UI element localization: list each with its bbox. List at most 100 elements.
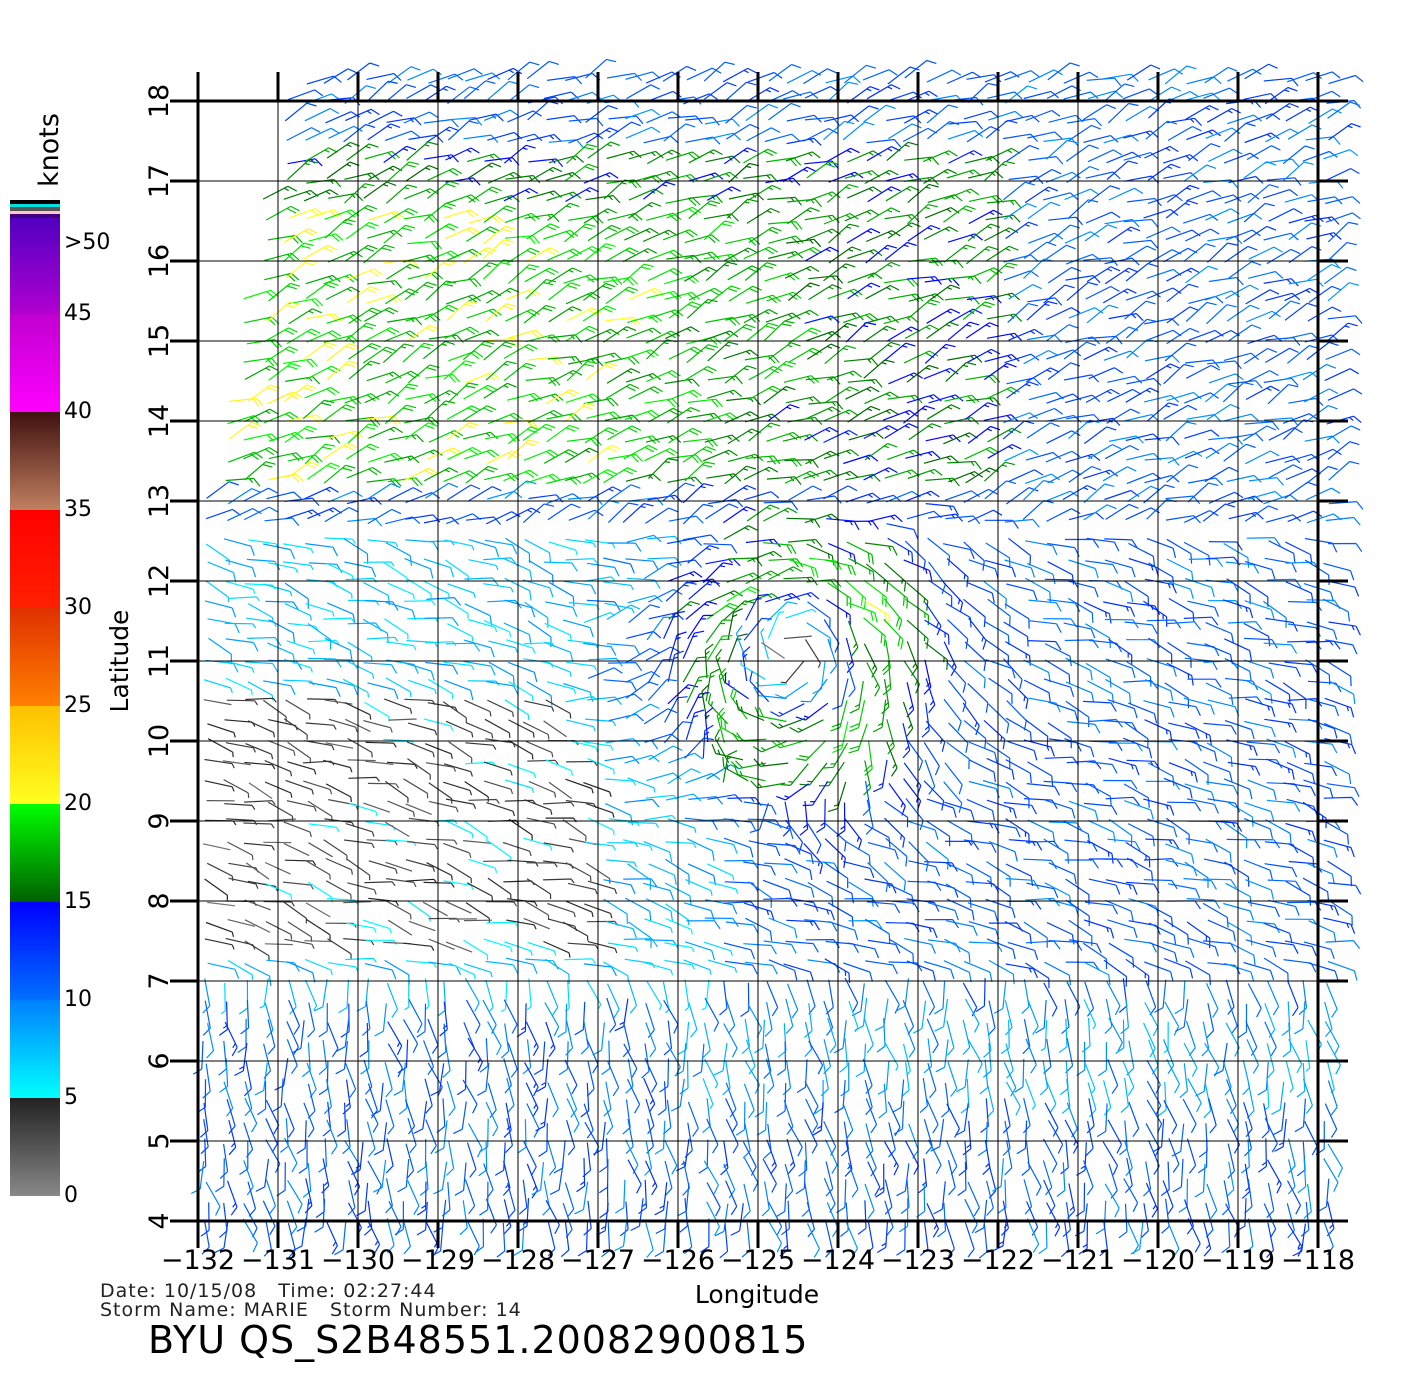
wind-barb bbox=[1084, 919, 1115, 939]
wind-barb bbox=[806, 979, 816, 1015]
wind-barb bbox=[423, 718, 454, 731]
wind-barb bbox=[1106, 160, 1138, 180]
wind-barb bbox=[1225, 1022, 1240, 1057]
wind-barb bbox=[323, 759, 353, 773]
wind-barb bbox=[686, 67, 722, 81]
wind-barb bbox=[326, 602, 356, 624]
wind-barb bbox=[763, 507, 798, 522]
wind-barb bbox=[924, 207, 960, 219]
wind-barb bbox=[705, 503, 739, 520]
wind-barb bbox=[367, 483, 401, 500]
wind-barb bbox=[1003, 1061, 1017, 1097]
wind-barb bbox=[1124, 800, 1154, 820]
wind-barb bbox=[603, 557, 635, 574]
wind-barb bbox=[527, 941, 557, 956]
wind-barb bbox=[340, 1003, 350, 1038]
wind-barb bbox=[784, 470, 820, 484]
wind-barb bbox=[711, 743, 744, 761]
wind-barb bbox=[663, 123, 696, 142]
wind-barb bbox=[944, 296, 980, 305]
wind-barb bbox=[1163, 957, 1194, 979]
wind-barb bbox=[1085, 1120, 1094, 1157]
wind-barb bbox=[387, 1043, 403, 1078]
wind-barb bbox=[325, 742, 354, 749]
wind-barb bbox=[1167, 801, 1202, 812]
wind-barb bbox=[304, 958, 333, 976]
wind-barb bbox=[865, 284, 900, 300]
wind-barb bbox=[1265, 292, 1301, 302]
wind-barb bbox=[568, 132, 604, 144]
wind-barb bbox=[766, 1218, 783, 1253]
wind-barb bbox=[1106, 981, 1121, 1016]
wind-barb bbox=[824, 345, 856, 365]
wind-barb bbox=[730, 686, 748, 720]
wind-barb bbox=[583, 172, 619, 184]
wind-barb bbox=[544, 641, 574, 663]
wind-barb bbox=[468, 186, 502, 204]
wind-barb bbox=[545, 1200, 560, 1235]
wind-barb bbox=[1325, 348, 1361, 361]
wind-barb bbox=[1184, 392, 1219, 404]
wind-barb bbox=[1283, 782, 1316, 797]
wind-barb bbox=[267, 562, 299, 574]
wind-barb bbox=[1243, 93, 1279, 101]
wind-barb bbox=[487, 1021, 502, 1056]
wind-barb bbox=[547, 356, 583, 365]
wind-barb bbox=[485, 960, 519, 974]
wind-barb bbox=[263, 680, 296, 696]
wind-barb bbox=[645, 1222, 654, 1258]
wind-barb bbox=[863, 315, 899, 325]
wind-barb bbox=[335, 1041, 348, 1075]
wind-barb bbox=[448, 741, 473, 763]
wind-barb bbox=[587, 486, 622, 502]
wind-barb bbox=[623, 1043, 638, 1078]
wind-barb bbox=[545, 759, 574, 776]
wind-barb bbox=[1106, 151, 1142, 164]
wind-barb bbox=[606, 368, 641, 384]
wind-barb bbox=[487, 699, 514, 718]
wind-barb bbox=[425, 762, 457, 772]
wind-barb bbox=[549, 1162, 564, 1195]
wind-barb bbox=[1128, 1101, 1140, 1138]
wind-barb bbox=[984, 354, 1020, 363]
wind-barb bbox=[606, 997, 617, 1033]
wind-barb bbox=[805, 820, 822, 855]
wind-barb bbox=[1306, 232, 1342, 240]
wind-barb bbox=[904, 1022, 916, 1058]
wind-barb bbox=[1327, 315, 1363, 324]
wind-barb bbox=[407, 68, 442, 81]
wind-barb bbox=[283, 358, 319, 368]
wind-barb bbox=[628, 188, 664, 201]
wind-barb bbox=[783, 375, 820, 384]
wind-barb bbox=[684, 251, 720, 261]
wind-barb bbox=[562, 921, 589, 941]
wind-barb bbox=[686, 675, 709, 704]
wind-barb bbox=[298, 1139, 308, 1174]
wind-barb bbox=[1097, 1042, 1107, 1077]
wind-barb bbox=[504, 599, 536, 618]
wind-barb bbox=[404, 558, 434, 579]
wind-barb bbox=[437, 981, 447, 1017]
wind-barb bbox=[547, 902, 576, 918]
wind-barb bbox=[1000, 1019, 1010, 1055]
wind-barb bbox=[301, 1042, 311, 1078]
wind-barb bbox=[1046, 430, 1081, 444]
wind-barb bbox=[645, 1003, 655, 1039]
wind-barb bbox=[1083, 999, 1097, 1030]
wind-barb bbox=[244, 800, 276, 806]
wind-barb bbox=[1307, 263, 1341, 281]
wind-barb bbox=[322, 1101, 332, 1137]
wind-barb bbox=[664, 1160, 673, 1197]
wind-barb bbox=[1006, 377, 1042, 386]
wind-barb bbox=[1065, 961, 1100, 971]
wind-barb bbox=[244, 316, 280, 326]
wind-barb bbox=[287, 1180, 303, 1214]
wind-barb bbox=[1086, 77, 1122, 87]
wind-barb bbox=[846, 541, 874, 565]
wind-barb bbox=[847, 282, 881, 300]
wind-barb bbox=[1326, 783, 1360, 797]
wind-barb bbox=[1264, 1118, 1278, 1153]
wind-barb bbox=[1027, 297, 1063, 306]
wind-barb bbox=[1119, 1120, 1128, 1156]
wind-barb bbox=[624, 740, 659, 750]
